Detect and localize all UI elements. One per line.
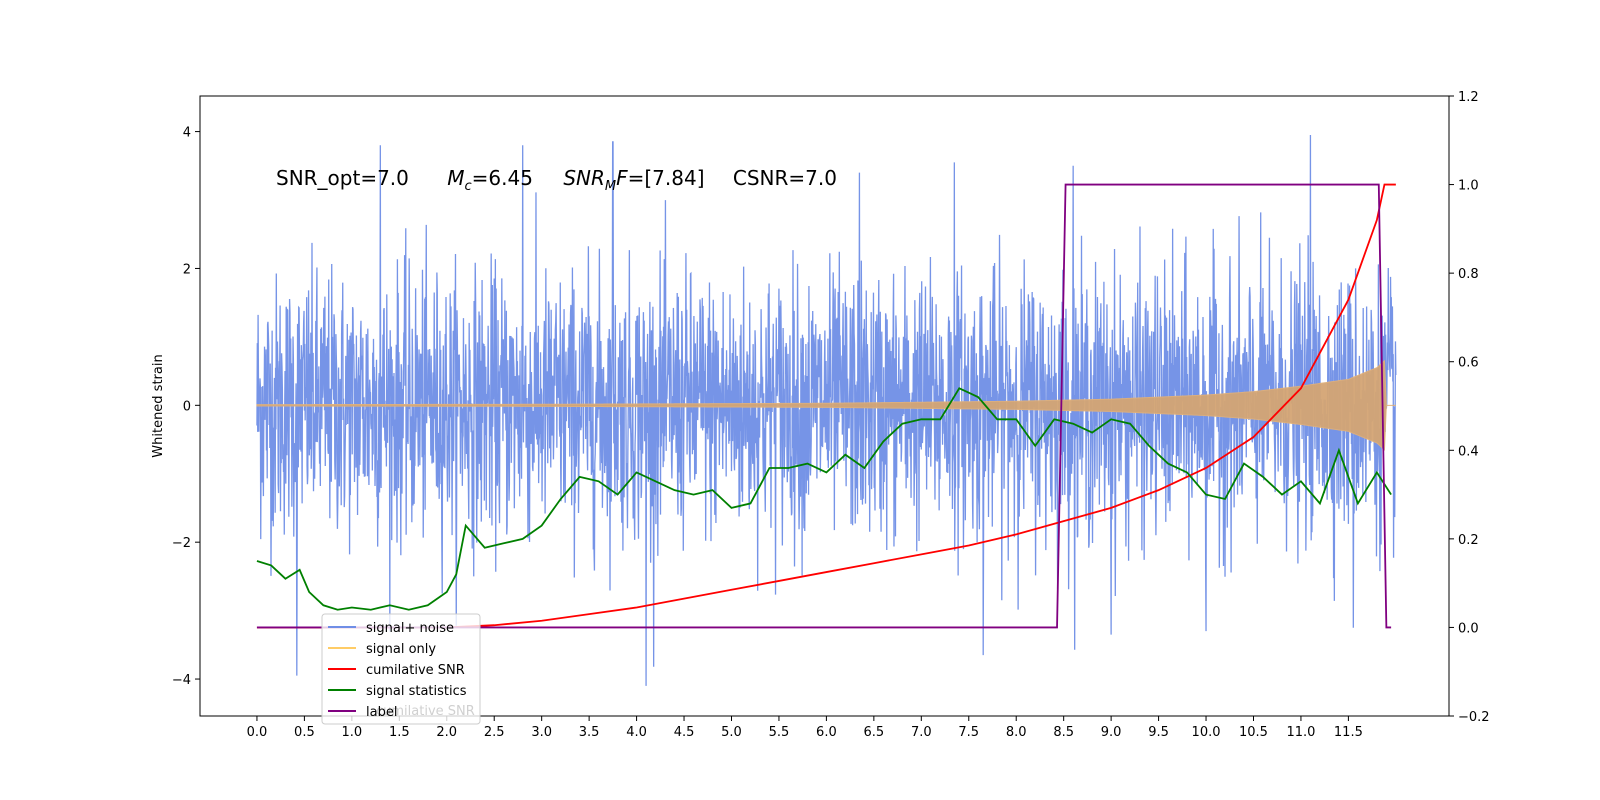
x-tick-label: 9.0 bbox=[1101, 725, 1122, 740]
plot-frame bbox=[199, 95, 1450, 717]
x-tick-label: 10.5 bbox=[1239, 725, 1268, 740]
x-axis: 0.0 0.5 1.0 1.5 2.0 2.5 3.0 3.5 4.0 4.5 5.0 5.5 6.0 6… bbox=[247, 716, 1363, 740]
annotation-snrmf-f: F bbox=[616, 166, 628, 190]
annotation-mc-symbol: M bbox=[447, 166, 464, 190]
y-right-tick-label: 0.2 bbox=[1458, 533, 1479, 548]
annotation-csnr: CSNR=7.0 bbox=[733, 166, 837, 190]
y-left-tick-label: 4 bbox=[183, 126, 191, 141]
y-axis-right: 1.2 1.0 0.8 0.6 0.4 0.2 0.0 −0.2 bbox=[1449, 90, 1490, 725]
x-tick-label: 2.0 bbox=[436, 725, 457, 740]
y-right-tick-label: 1.0 bbox=[1458, 179, 1479, 194]
y-right-tick-label: 0.0 bbox=[1458, 621, 1479, 636]
x-tick-label: 0.5 bbox=[294, 725, 315, 740]
x-tick-label: 3.0 bbox=[531, 725, 552, 740]
y-right-tick-label: −0.2 bbox=[1458, 710, 1490, 725]
y-right-tick-label: 0.8 bbox=[1458, 267, 1479, 282]
x-tick-label: 11.5 bbox=[1334, 725, 1363, 740]
legend-label: cumilative SNR bbox=[366, 663, 465, 678]
annotation-snrmf-symbol: SNR bbox=[563, 166, 605, 190]
x-tick-label: 4.5 bbox=[674, 725, 695, 740]
legend-label: signal+ noise bbox=[366, 621, 454, 636]
x-tick-label: 6.0 bbox=[816, 725, 837, 740]
y-left-tick-label: −2 bbox=[172, 536, 191, 551]
y-right-tick-label: 1.2 bbox=[1458, 90, 1479, 105]
legend-ghost-text: cumilative SNR bbox=[376, 704, 475, 719]
annotation-snrmf-value: =[7.84] bbox=[628, 166, 705, 190]
series-label bbox=[256, 183, 1392, 629]
x-tick-label: 9.5 bbox=[1148, 725, 1169, 740]
x-tick-label: 0.0 bbox=[247, 725, 268, 740]
plot-series bbox=[256, 135, 1397, 686]
x-tick-label: 8.0 bbox=[1006, 725, 1027, 740]
x-tick-label: 7.5 bbox=[958, 725, 979, 740]
annotation-snr-opt: SNR_opt=7.0 bbox=[276, 166, 409, 190]
x-tick-label: 5.0 bbox=[721, 725, 742, 740]
annotation-mc-value: =6.45 bbox=[472, 166, 533, 190]
x-tick-label: 8.5 bbox=[1053, 725, 1074, 740]
x-tick-label: 2.5 bbox=[484, 725, 505, 740]
legend-box bbox=[321, 613, 481, 725]
annotation-snrmf-sub: M bbox=[605, 179, 616, 194]
y-left-tick-label: 0 bbox=[183, 399, 191, 414]
y-axis-label: Whitened strain bbox=[151, 354, 166, 457]
series-signal-only bbox=[256, 359, 1396, 451]
x-tick-label: 3.5 bbox=[579, 725, 600, 740]
y-axis-left: 4 2 0 −2 −4 bbox=[172, 126, 200, 688]
legend-label: signal only bbox=[366, 642, 436, 657]
x-tick-label: 6.5 bbox=[864, 725, 885, 740]
x-tick-label: 5.5 bbox=[769, 725, 790, 740]
series-cumulative-snr bbox=[256, 183, 1396, 629]
series-signal-statistics bbox=[256, 387, 1392, 611]
x-tick-label: 11.0 bbox=[1286, 725, 1315, 740]
y-left-tick-label: 2 bbox=[183, 262, 191, 277]
annotation-mc-sub: c bbox=[465, 179, 472, 194]
x-tick-label: 10.0 bbox=[1192, 725, 1221, 740]
annotation-text: SNR_opt=7.0 Mc=6.45 SNRMF=[7.84] CSNR=7.… bbox=[276, 166, 837, 194]
x-tick-label: 7.0 bbox=[911, 725, 932, 740]
y-right-tick-label: 0.4 bbox=[1458, 444, 1479, 459]
y-right-tick-label: 0.6 bbox=[1458, 356, 1479, 371]
legend: cumilative SNR signal+ noise signal only cu… bbox=[321, 613, 481, 725]
x-tick-label: 1.5 bbox=[389, 725, 410, 740]
x-tick-label: 4.0 bbox=[626, 725, 647, 740]
legend-label: signal statistics bbox=[366, 684, 467, 699]
legend-label: label bbox=[366, 705, 397, 720]
x-tick-label: 1.0 bbox=[342, 725, 363, 740]
y-left-tick-label: −4 bbox=[172, 673, 191, 688]
series-signal-noise bbox=[256, 135, 1397, 686]
